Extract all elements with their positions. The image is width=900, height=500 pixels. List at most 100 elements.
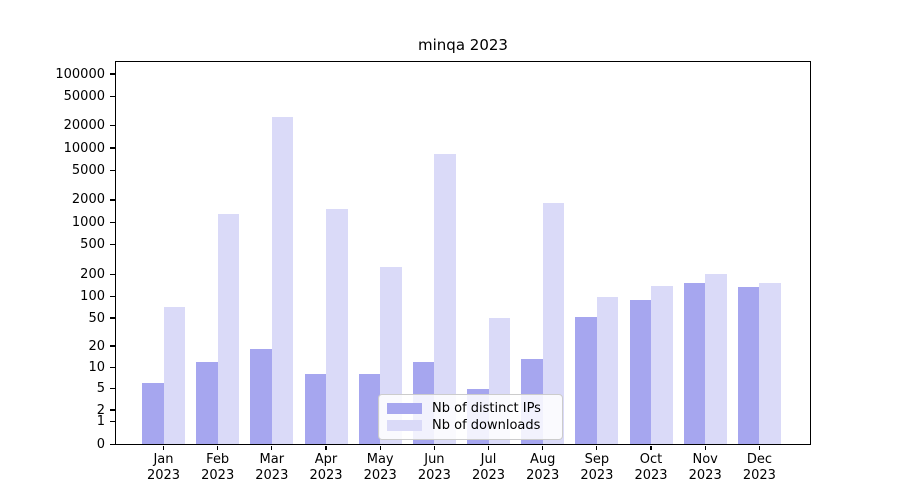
x-tick-mark: [379, 445, 381, 450]
x-tick-label: Jul 2023: [461, 452, 517, 484]
y-tick-label: 2: [96, 402, 105, 418]
bar-downloads: [705, 274, 727, 445]
bar-distinct-ips: [358, 374, 381, 445]
y-tick-label: 5: [96, 381, 105, 396]
bar-distinct-ips: [737, 287, 760, 445]
x-tick-mark: [325, 445, 327, 450]
x-tick-year: 2023: [688, 468, 722, 483]
x-tick-year: 2023: [742, 468, 776, 483]
x-tick-year: 2023: [363, 468, 397, 483]
y-tick-label: 50000: [63, 88, 105, 104]
x-tick-month: Mar: [259, 452, 285, 467]
x-tick-month: Nov: [692, 452, 718, 467]
x-tick-mark: [162, 445, 165, 450]
x-tick-month: Apr: [314, 452, 338, 467]
y-tick-mark: [110, 387, 115, 390]
y-tick-mark: [110, 296, 115, 298]
y-tick-mark: [110, 199, 115, 201]
x-tick-mark: [433, 445, 435, 450]
x-tick-mark: [704, 445, 706, 450]
y-tick-label: 200: [80, 266, 105, 282]
x-tick-label: May 2023: [352, 452, 408, 484]
x-tick-label: Nov 2023: [677, 452, 733, 484]
y-tick-label: 0: [96, 436, 105, 452]
y-tick-mark: [110, 366, 115, 368]
y-tick-mark: [110, 345, 115, 347]
y-tick-label: 2000: [71, 192, 105, 208]
legend-swatch-downloads: [387, 420, 422, 431]
y-tick-label: 500: [80, 237, 105, 253]
bar-downloads: [217, 213, 240, 445]
legend-swatch-distinct-ips: [387, 403, 422, 414]
y-tick-label: 1000: [71, 214, 105, 230]
bar-downloads: [596, 296, 619, 445]
y-tick-label: 10: [88, 359, 105, 375]
y-tick-mark: [110, 443, 115, 445]
x-tick-mark: [758, 445, 760, 450]
x-tick-year: 2023: [146, 468, 181, 483]
y-tick-mark: [110, 221, 115, 223]
x-tick-year: 2023: [580, 468, 614, 483]
x-tick-month: Aug: [529, 452, 556, 467]
x-tick-label: Feb 2023: [190, 452, 246, 484]
x-tick-label: Dec 2023: [731, 452, 787, 484]
y-tick-label: 100: [80, 289, 105, 305]
x-tick-mark: [596, 445, 598, 450]
y-tick-label: 5000: [71, 162, 105, 178]
x-tick-label: Jun 2023: [406, 452, 462, 484]
y-tick-mark: [110, 73, 115, 75]
x-tick-year: 2023: [526, 468, 560, 483]
bar-distinct-ips: [142, 382, 164, 445]
x-tick-mark: [271, 445, 273, 450]
x-tick-month: Jul: [480, 452, 497, 467]
x-tick-year: 2023: [417, 468, 451, 483]
chart-title: minqa 2023: [418, 36, 508, 54]
x-tick-month: Feb: [206, 452, 230, 467]
legend: Nb of distinct IPs Nb of downloads: [378, 394, 563, 440]
y-tick-label: 10000: [63, 140, 105, 156]
x-tick-month: Sep: [584, 452, 610, 467]
x-tick-label: Aug 2023: [515, 452, 571, 484]
bar-downloads: [651, 285, 673, 445]
bar-distinct-ips: [629, 299, 651, 445]
x-tick-month: Jan: [153, 452, 174, 467]
y-tick-mark: [110, 317, 115, 319]
y-tick-mark: [110, 147, 115, 149]
x-tick-month: May: [366, 452, 394, 467]
bar-downloads: [271, 117, 294, 445]
x-tick-mark: [650, 445, 652, 450]
bar-downloads: [326, 209, 348, 445]
x-tick-year: 2023: [255, 468, 289, 483]
bar-distinct-ips: [575, 316, 597, 445]
y-tick-mark: [110, 125, 115, 127]
y-tick-mark: [110, 409, 115, 411]
y-tick-label: 50: [88, 310, 105, 326]
y-tick-label: 20000: [63, 118, 105, 134]
bar-distinct-ips: [304, 374, 326, 445]
bar-downloads: [434, 154, 456, 445]
x-tick-mark: [487, 445, 490, 450]
x-tick-label: Mar 2023: [244, 452, 300, 484]
bar-downloads: [759, 282, 781, 445]
legend-entry: Nb of distinct IPs: [387, 400, 554, 417]
legend-label: Nb of distinct IPs: [432, 401, 541, 416]
y-tick-label: 100000: [55, 66, 105, 82]
x-tick-month: Jun: [424, 452, 445, 467]
y-tick-label: 1: [96, 414, 105, 429]
x-tick-year: 2023: [201, 468, 235, 483]
legend-entry: Nb of downloads: [387, 417, 554, 434]
x-tick-year: 2023: [309, 468, 343, 483]
y-tick-label: 20: [88, 338, 105, 354]
x-tick-month: Dec: [746, 452, 772, 467]
x-tick-year: 2023: [634, 468, 668, 483]
bar-downloads: [163, 306, 185, 445]
x-tick-month: Oct: [639, 452, 663, 467]
y-tick-mark: [110, 169, 115, 171]
x-tick-label: Jan 2023: [136, 452, 192, 484]
bar-distinct-ips: [683, 282, 706, 445]
x-tick-label: Sep 2023: [569, 452, 625, 484]
x-tick-mark: [217, 445, 219, 450]
bar-distinct-ips: [250, 349, 272, 445]
x-tick-label: Apr 2023: [298, 452, 354, 484]
